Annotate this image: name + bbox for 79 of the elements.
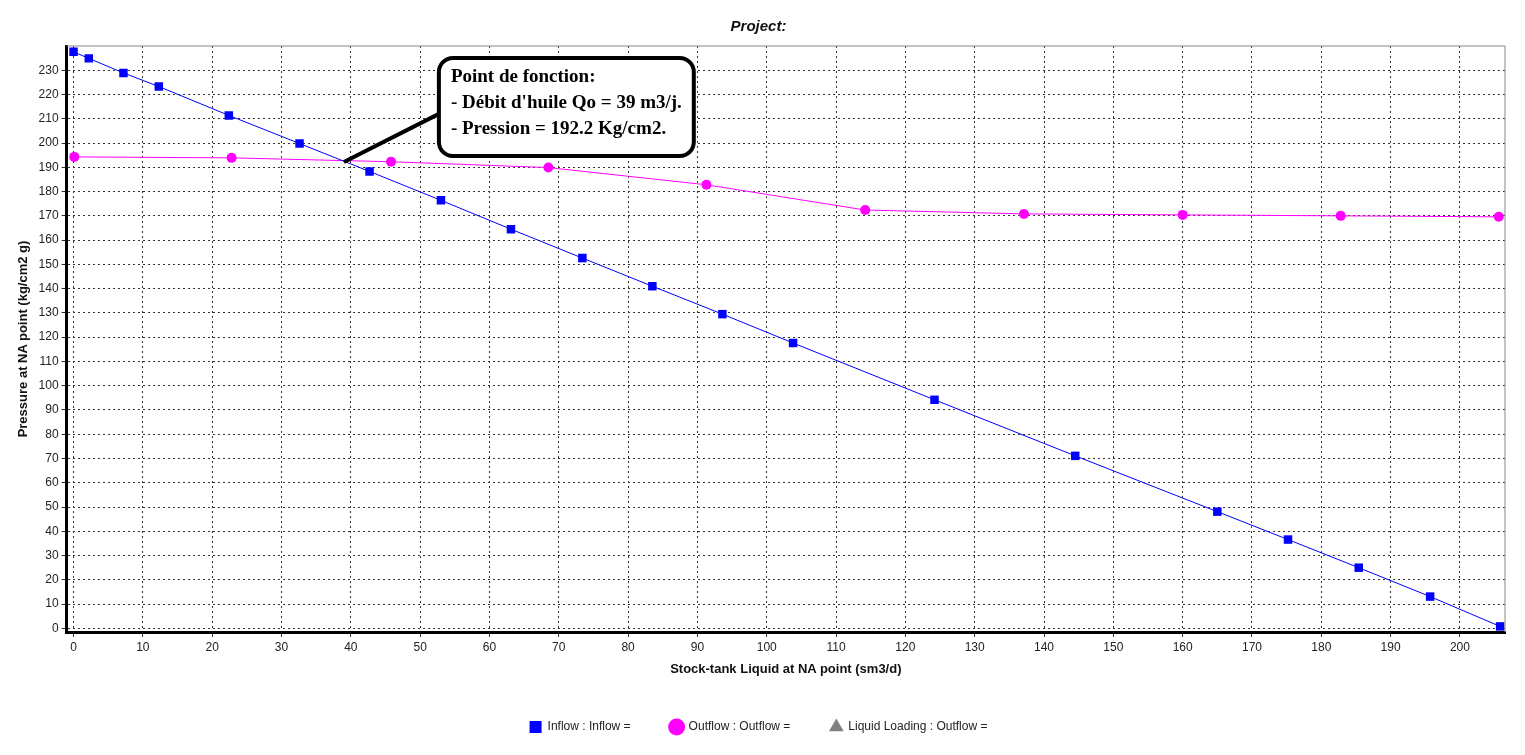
point bbox=[436, 196, 446, 205]
legend-label: Outflow : Outflow = bbox=[688, 719, 791, 734]
point bbox=[69, 151, 80, 162]
y-tick-label: 40 bbox=[45, 523, 59, 538]
y-tick-label: 80 bbox=[45, 426, 59, 441]
y-tick-label: 100 bbox=[38, 378, 59, 393]
x-tick-label: 120 bbox=[895, 639, 916, 654]
point bbox=[1213, 507, 1222, 516]
point bbox=[84, 54, 94, 63]
point bbox=[930, 395, 939, 405]
point bbox=[1354, 563, 1363, 572]
y-tick-label: 130 bbox=[38, 305, 59, 320]
x-tick-label: 0 bbox=[70, 639, 78, 654]
y-tick-label: 190 bbox=[38, 159, 59, 174]
x-tick-label: 50 bbox=[413, 639, 428, 654]
y-tick-label: 90 bbox=[45, 402, 59, 417]
y-tick-label: 140 bbox=[38, 280, 59, 295]
point bbox=[860, 205, 871, 216]
point bbox=[69, 47, 78, 57]
point bbox=[386, 156, 397, 167]
x-tick-label: 100 bbox=[756, 639, 778, 654]
point bbox=[119, 68, 128, 78]
point bbox=[701, 179, 712, 190]
point bbox=[1495, 622, 1505, 631]
x-tick-label: 190 bbox=[1380, 639, 1401, 654]
y-tick-label: 160 bbox=[38, 232, 59, 247]
point bbox=[1018, 208, 1029, 219]
y-tick-label: 110 bbox=[39, 353, 59, 368]
x-tick-label: 140 bbox=[1034, 639, 1055, 654]
point bbox=[1493, 211, 1504, 222]
legend-label: Liquid Loading : Outflow = bbox=[848, 719, 988, 734]
point bbox=[648, 281, 657, 291]
y-tick-label: 170 bbox=[38, 208, 59, 223]
y-tick-label: 200 bbox=[38, 135, 59, 150]
y-tick-label: 230 bbox=[38, 62, 59, 77]
x-tick-label: 80 bbox=[621, 639, 636, 654]
x-tick-label: 150 bbox=[1103, 639, 1124, 654]
x-axis-title: Stock-tank Liquid at NA point (sm3/d) bbox=[670, 660, 902, 676]
point bbox=[1425, 592, 1435, 601]
y-tick-label: 0 bbox=[51, 620, 59, 635]
y-tick-label: 210 bbox=[38, 111, 59, 126]
x-tick-label: 10 bbox=[136, 639, 150, 654]
x-tick-label: 110 bbox=[826, 639, 846, 654]
y-axis-title: Pressure at NA point (kg/cm2 g) bbox=[15, 240, 31, 438]
x-tick-label: 160 bbox=[1172, 639, 1193, 654]
y-tick-label: 180 bbox=[38, 183, 59, 198]
point bbox=[295, 139, 304, 148]
point bbox=[224, 111, 234, 120]
y-tick-label: 20 bbox=[45, 572, 59, 587]
x-tick-label: 20 bbox=[205, 639, 220, 654]
point bbox=[718, 309, 727, 319]
annotation: Point de fonction: - Débit d'huile Qo = 39 m3/j. - Pression = 192.2 Kg/cm2. bbox=[450, 65, 682, 139]
point bbox=[1283, 535, 1293, 544]
y-tick-label: 30 bbox=[45, 547, 59, 562]
point bbox=[365, 167, 374, 176]
x-tick-label: 170 bbox=[1241, 639, 1263, 654]
legend-label: Inflow : Inflow = bbox=[547, 719, 631, 734]
point bbox=[154, 82, 164, 91]
y-tick-label: 60 bbox=[45, 475, 59, 490]
x-tick-label: 180 bbox=[1311, 639, 1332, 654]
x-tick-label: 40 bbox=[344, 639, 358, 654]
y-tick-label: 50 bbox=[45, 499, 59, 514]
point bbox=[1177, 209, 1188, 220]
x-tick-label: 60 bbox=[482, 639, 497, 654]
y-tick-label: 120 bbox=[38, 329, 59, 344]
x-tick-label: 30 bbox=[274, 639, 289, 654]
y-tick-label: 150 bbox=[38, 256, 59, 271]
point bbox=[543, 162, 554, 173]
x-tick-label: 90 bbox=[690, 639, 705, 654]
point bbox=[226, 152, 237, 163]
point bbox=[1335, 210, 1346, 221]
x-tick-label: 130 bbox=[964, 639, 986, 654]
chart-title: Project: bbox=[730, 17, 787, 35]
y-tick-label: 220 bbox=[38, 86, 59, 101]
point bbox=[578, 253, 587, 263]
y-tick-label: 10 bbox=[45, 596, 59, 611]
x-tick-label: 70 bbox=[552, 639, 566, 654]
x-tick-label: 200 bbox=[1449, 639, 1471, 654]
y-tick-label: 70 bbox=[45, 450, 59, 465]
